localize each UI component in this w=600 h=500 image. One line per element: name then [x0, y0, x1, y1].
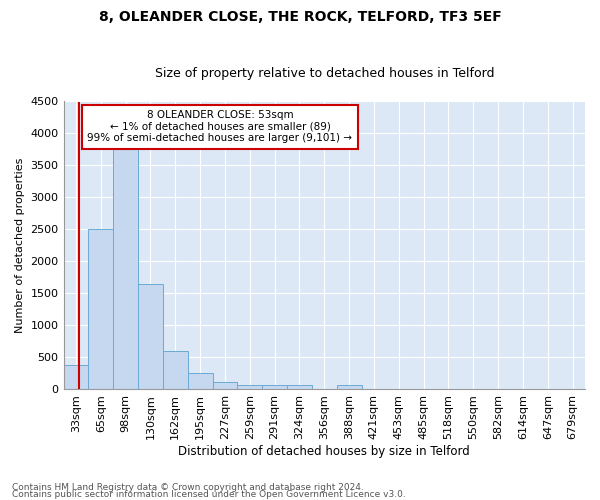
- Bar: [238, 385, 262, 389]
- Bar: [163, 350, 188, 389]
- X-axis label: Distribution of detached houses by size in Telford: Distribution of detached houses by size …: [178, 444, 470, 458]
- Bar: [64, 365, 88, 389]
- Bar: [188, 373, 212, 389]
- Bar: [262, 386, 287, 389]
- Text: Contains public sector information licensed under the Open Government Licence v3: Contains public sector information licen…: [12, 490, 406, 499]
- Bar: [113, 150, 138, 389]
- Text: 8 OLEANDER CLOSE: 53sqm
← 1% of detached houses are smaller (89)
99% of semi-det: 8 OLEANDER CLOSE: 53sqm ← 1% of detached…: [88, 110, 352, 144]
- Bar: [212, 382, 238, 389]
- Bar: [287, 386, 312, 389]
- Bar: [138, 284, 163, 389]
- Title: Size of property relative to detached houses in Telford: Size of property relative to detached ho…: [155, 66, 494, 80]
- Text: 8, OLEANDER CLOSE, THE ROCK, TELFORD, TF3 5EF: 8, OLEANDER CLOSE, THE ROCK, TELFORD, TF…: [98, 10, 502, 24]
- Text: Contains HM Land Registry data © Crown copyright and database right 2024.: Contains HM Land Registry data © Crown c…: [12, 484, 364, 492]
- Bar: [337, 386, 362, 389]
- Bar: [88, 230, 113, 389]
- Y-axis label: Number of detached properties: Number of detached properties: [15, 158, 25, 333]
